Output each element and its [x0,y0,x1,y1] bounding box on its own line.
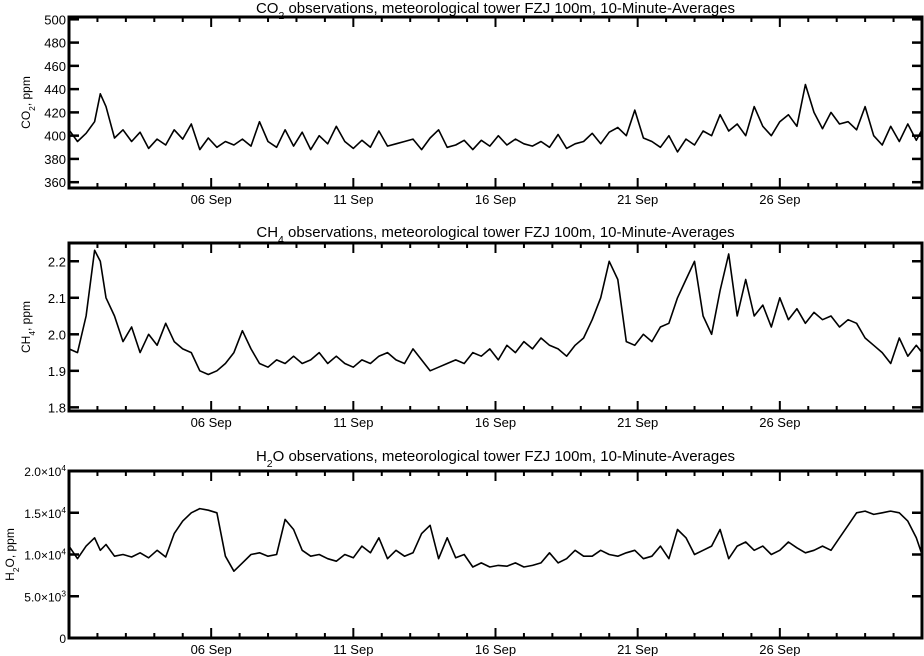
chart-title: CH4 observations, meteorological tower F… [256,224,734,246]
y-tick-label: 1.0×104 [24,547,66,563]
x-tick-label: 21 Sep [617,642,658,656]
x-tick-label: 26 Sep [759,642,800,656]
plot-frame [67,241,924,413]
y-tick-label: 1.5×104 [24,505,66,521]
x-tick-label: 06 Sep [191,642,232,656]
y-tick-label: 400 [44,129,66,144]
x-tick-label: 16 Sep [475,642,516,656]
y-tick-label: 5.0×103 [24,588,66,604]
y-tick-label: 360 [44,175,66,190]
x-tick-label: 26 Sep [759,192,800,207]
y-tick-label: 0 [59,632,66,646]
y-tick-label: 440 [44,82,66,97]
x-tick-label: 21 Sep [617,415,658,430]
y-tick-label: 2.1 [48,291,66,306]
x-tick-label: 11 Sep [333,192,373,207]
panel-2: CH4 observations, meteorological tower F… [19,224,924,430]
data-series-line [69,507,922,572]
y-tick-label: 2.2 [48,254,66,269]
x-tick-label: 16 Sep [475,192,516,207]
data-series-line [69,83,922,153]
x-tick-label: 06 Sep [191,415,232,430]
panel-3: H2O observations, meteorological tower F… [3,448,924,656]
y-axis-label: CH4, ppm [19,301,37,353]
y-axis-label: CO2, ppm [19,76,37,129]
plot-frame [67,469,924,640]
y-tick-label: 460 [44,59,66,74]
x-tick-label: 06 Sep [191,192,232,207]
y-tick-label: 1.8 [48,400,66,415]
y-tick-label: 2.0 [48,327,66,342]
x-tick-label: 21 Sep [617,192,658,207]
y-tick-label: 1.9 [48,364,66,379]
chart-title: H2O observations, meteorological tower F… [256,448,735,470]
x-tick-label: 11 Sep [333,415,373,430]
x-tick-label: 26 Sep [759,415,800,430]
data-series-line [69,249,922,376]
y-tick-label: 420 [44,105,66,120]
panel-1: CO2 observations, meteorological tower F… [19,0,924,207]
x-tick-label: 11 Sep [333,642,373,656]
y-tick-label: 480 [44,36,66,51]
plot-frame [67,15,924,190]
y-tick-label: 380 [44,152,66,167]
y-tick-label: 500 [44,12,66,27]
x-tick-label: 16 Sep [475,415,516,430]
y-tick-label: 2.0×104 [24,463,66,479]
y-axis-label: H2O, ppm [3,528,21,581]
